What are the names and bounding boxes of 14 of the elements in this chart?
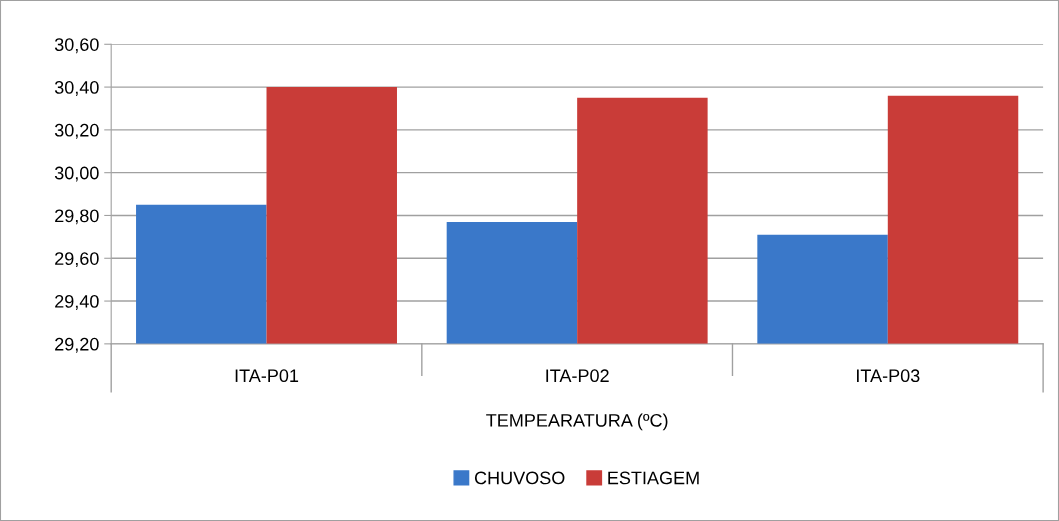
- x-tick-label: ITA-P03: [857, 369, 920, 383]
- y-tick-label: 30,20: [54, 123, 99, 139]
- x-axis-title: TEMPEARATURA (ºC): [486, 413, 668, 431]
- legend-label: CHUVOSO: [474, 471, 565, 485]
- y-tick-label: 29,60: [55, 252, 99, 268]
- y-tick-label: 29,20: [55, 337, 99, 353]
- y-tick-label: 29,40: [55, 295, 99, 310]
- x-tick-label: ITA-P01: [235, 369, 299, 383]
- legend-label: ESTIAGEM: [608, 471, 699, 485]
- y-tick-label: 30,00: [54, 166, 99, 182]
- y-tick-label: 29,80: [55, 209, 99, 225]
- y-tick-label: 30,60: [54, 38, 99, 54]
- y-tick-label: 30,40: [54, 81, 99, 96]
- x-tick-label: ITA-P02: [546, 369, 609, 383]
